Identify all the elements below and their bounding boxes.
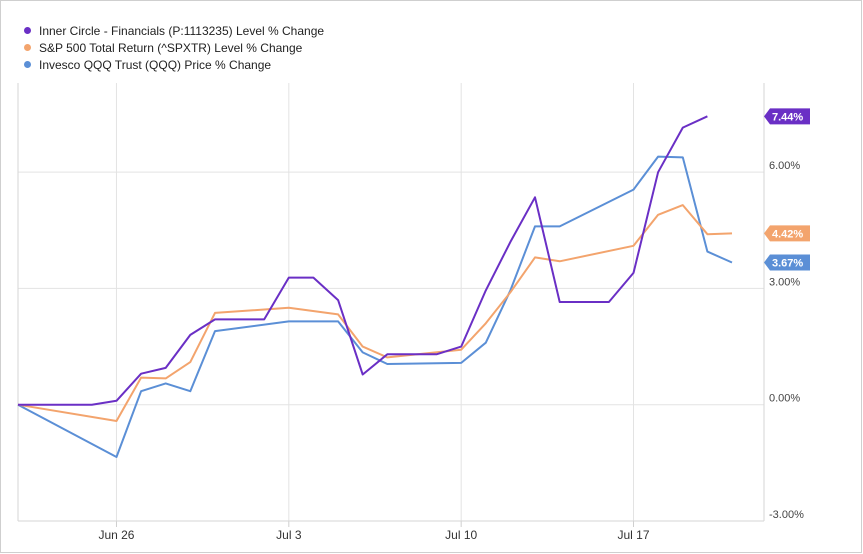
legend-swatch-spxtr [24, 44, 31, 51]
legend-item-inner-circle[interactable]: Inner Circle - Financials (P:1113235) Le… [24, 22, 324, 39]
x-tick-label: Jul 3 [276, 528, 302, 542]
x-tick-label: Jul 17 [617, 528, 649, 542]
end-label-value: 7.44% [772, 111, 803, 123]
x-tick-label: Jul 10 [445, 528, 477, 542]
legend-swatch-inner-circle [24, 27, 31, 34]
end-label-1: 4.42% [764, 225, 810, 242]
legend-swatch-qqq [24, 61, 31, 68]
series-line-1[interactable] [17, 204, 733, 422]
y-tick-label: 6.00% [769, 160, 800, 172]
end-label-0: 7.44% [764, 108, 810, 125]
legend-item-spxtr[interactable]: S&P 500 Total Return (^SPXTR) Level % Ch… [24, 39, 324, 56]
end-label-tag [764, 108, 810, 125]
end-label-tag [764, 254, 810, 271]
y-tick-label: -3.00% [769, 509, 804, 521]
y-tick-label: 0.00% [769, 393, 800, 405]
legend-label-spxtr: S&P 500 Total Return (^SPXTR) Level % Ch… [39, 40, 303, 55]
series-lines [17, 115, 733, 458]
legend-label-qqq: Invesco QQQ Trust (QQQ) Price % Change [39, 57, 272, 72]
end-label-2: 3.67% [764, 254, 810, 271]
x-tick-label: Jun 26 [98, 528, 134, 542]
axes: -3.00% 0.00% 3.00% 6.00% Jun 26 Jul 3 Jul 10 Ju… [17, 83, 804, 542]
grid [18, 83, 764, 522]
end-label-tag [764, 225, 810, 242]
series-line-2[interactable] [17, 155, 733, 458]
end-label-value: 4.42% [772, 228, 803, 240]
end-label-value: 3.67% [772, 257, 803, 269]
legend-item-qqq[interactable]: Invesco QQQ Trust (QQQ) Price % Change [24, 56, 324, 73]
y-tick-label: 3.00% [769, 276, 800, 288]
legend: Inner Circle - Financials (P:1113235) Le… [24, 22, 324, 73]
series-line-0[interactable] [18, 115, 708, 406]
end-labels: 7.44% 4.42% 3.67% [764, 108, 810, 271]
legend-label-inner-circle: Inner Circle - Financials (P:1113235) Le… [39, 23, 325, 38]
